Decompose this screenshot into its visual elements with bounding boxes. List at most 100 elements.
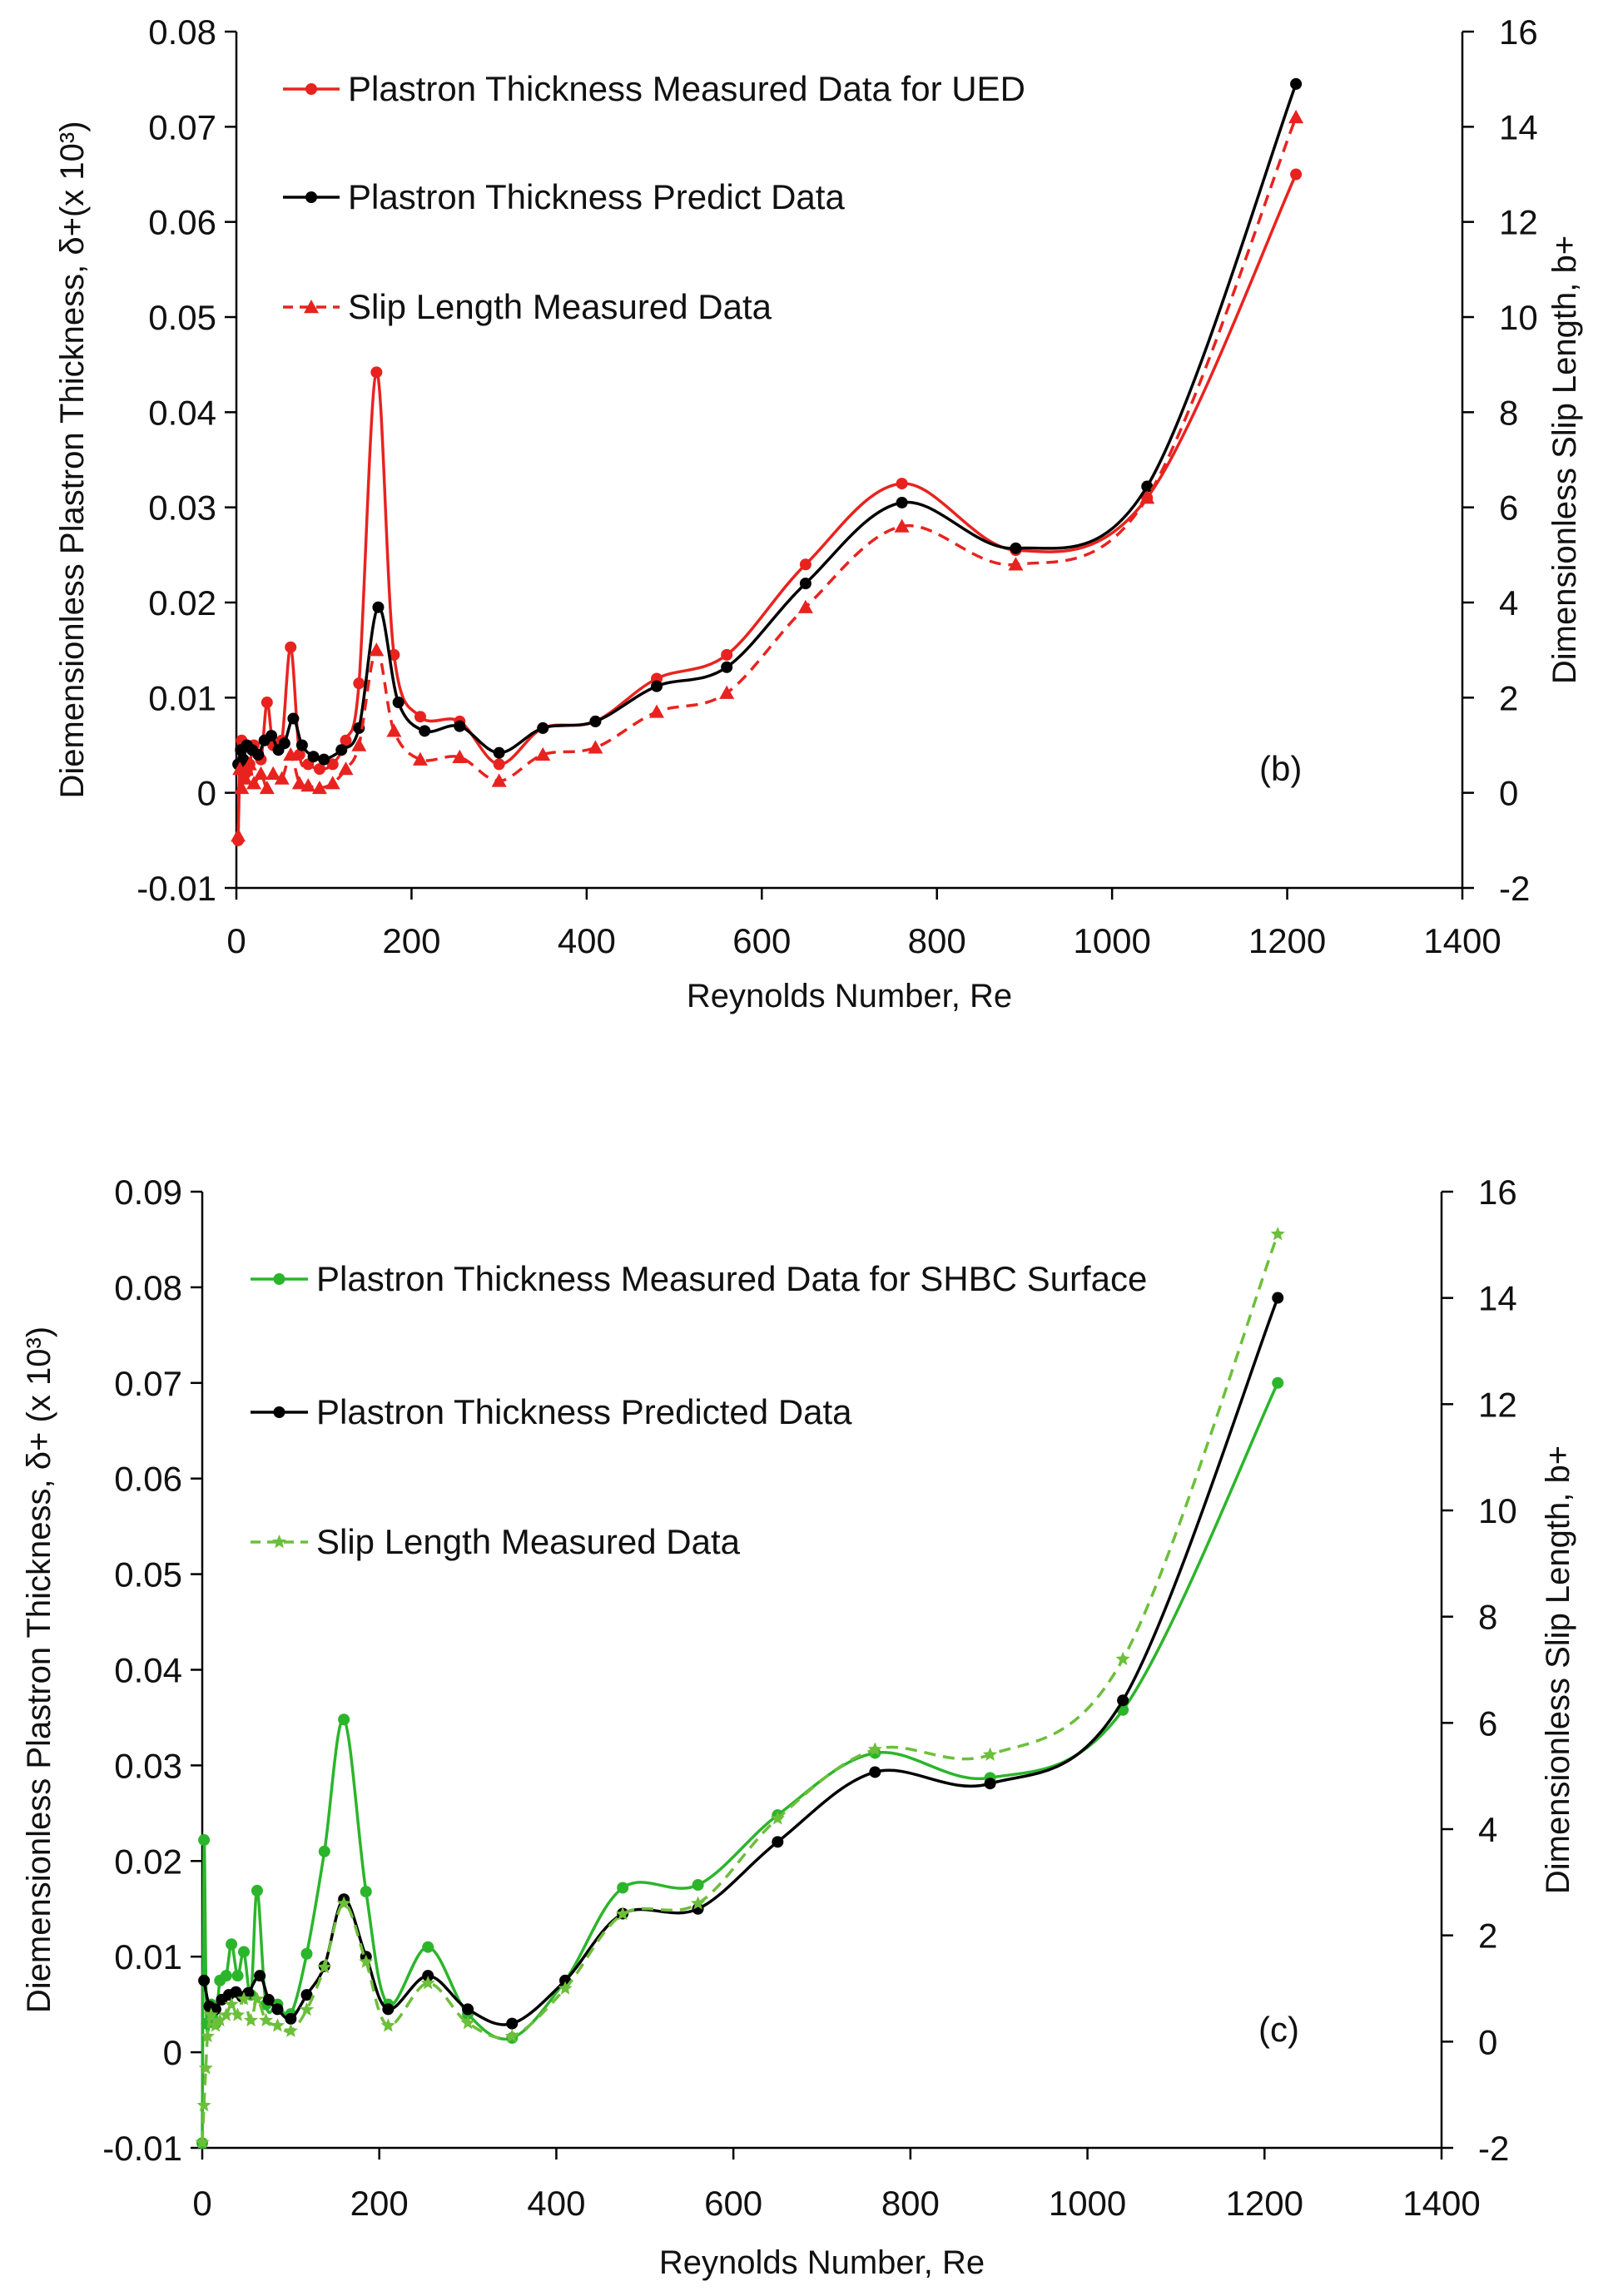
data-point [198, 2060, 213, 2075]
y-axis-right-title: Dimensionless Slip Length, b+ [1546, 236, 1583, 684]
panel-label: (b) [1259, 749, 1302, 788]
data-point [224, 1996, 239, 2011]
data-point [896, 478, 908, 490]
data-point [291, 776, 307, 790]
y-right-tick-label: 12 [1478, 1385, 1517, 1424]
data-point [454, 720, 466, 732]
data-point [359, 1954, 374, 1968]
data-point [237, 771, 253, 785]
data-point [651, 680, 663, 692]
series-line [236, 117, 1298, 836]
y-left-tick-label: 0.02 [114, 1842, 182, 1881]
x-tick-label: 0 [192, 2184, 211, 2223]
legend-label: Slip Length Measured Data [316, 1522, 741, 1561]
data-point [506, 2017, 519, 2030]
data-point [236, 1991, 251, 2006]
data-point [617, 1882, 629, 1894]
data-point [869, 1766, 881, 1778]
data-point [649, 704, 665, 718]
data-point [300, 778, 316, 792]
chart-c: 0 200 400 600 800 1000 1200 1400 -0.01 0 0.01 0.02 0… [21, 1173, 1576, 2281]
x-tick-label: 1400 [1402, 2184, 1480, 2223]
data-point [335, 744, 348, 756]
series-0 [196, 1376, 1284, 2150]
data-point [198, 1834, 211, 1847]
data-point [226, 1938, 238, 1951]
data-point [797, 599, 813, 613]
data-point [336, 1896, 351, 1910]
data-point [370, 366, 383, 379]
data-point [253, 766, 269, 780]
data-point [369, 642, 385, 657]
y-right-tick-label: 2 [1478, 1917, 1497, 1956]
y-left-tick-label: 0 [163, 2033, 182, 2072]
data-point [382, 2003, 395, 2016]
x-tick-label: 1200 [1248, 921, 1326, 960]
y-left-tick-label: 0.07 [114, 1364, 182, 1403]
x-tick-label: 1000 [1049, 2184, 1126, 2223]
data-point [420, 1976, 435, 1990]
data-point [353, 677, 365, 690]
data-point [799, 558, 811, 571]
y-left-tick-label: 0.02 [148, 583, 216, 622]
y-right-tick-label: 14 [1478, 1279, 1517, 1318]
x-tick-label: 600 [704, 2184, 762, 2223]
data-point [1115, 1651, 1130, 1665]
data-point [241, 756, 257, 771]
y-right-tick-label: 14 [1499, 107, 1538, 146]
data-point [537, 722, 549, 734]
data-point [295, 739, 308, 751]
data-point [307, 751, 320, 763]
data-point [692, 1879, 704, 1892]
data-point [212, 2012, 227, 2027]
x-axis-title: Reynolds Number, Re [687, 978, 1012, 1014]
data-point [380, 2018, 395, 2032]
y-left-tick-label: 0.08 [114, 1268, 182, 1307]
x-tick-label: 1000 [1073, 921, 1150, 960]
data-point [1008, 557, 1024, 571]
data-point [462, 2003, 474, 2016]
data-point [261, 697, 273, 709]
y-left-tick-label: 0.05 [148, 298, 216, 337]
data-point [983, 1747, 998, 1761]
x-tick-label: 800 [881, 2184, 940, 2223]
chart-b: 0 200 400 600 800 1000 1200 1400 -0.01 0 0.01 0.02 0… [54, 12, 1583, 1014]
y-right-tick-label: 16 [1499, 12, 1538, 52]
y-left-tick-label: -0.01 [136, 869, 216, 908]
data-point [285, 641, 297, 653]
legend-marker [273, 1273, 285, 1285]
data-point [271, 2003, 284, 2016]
data-point [251, 1884, 263, 1897]
y-left-tick-label: 0.09 [114, 1173, 182, 1212]
y-right-tick-label: 10 [1499, 298, 1538, 337]
data-point [198, 1974, 211, 1986]
data-point [419, 725, 431, 737]
data-point [894, 518, 910, 533]
y-left-tick-label: 0.07 [148, 107, 216, 146]
x-tick-label: 0 [226, 921, 246, 960]
data-point [351, 737, 367, 751]
y-left-tick-label: 0 [197, 774, 216, 813]
series-2 [231, 109, 1304, 842]
data-point [799, 578, 811, 590]
data-point [317, 1960, 332, 1974]
y-left-tick-label: 0.06 [114, 1460, 182, 1499]
data-point [318, 1845, 330, 1857]
data-point [259, 780, 275, 795]
data-point [1010, 542, 1022, 554]
data-point [1141, 480, 1154, 493]
y-left-tick-label: 0.01 [114, 1937, 182, 1976]
y-left-tick-label: 0.03 [114, 1746, 182, 1785]
data-point [721, 661, 733, 673]
series-1 [198, 1292, 1284, 2030]
data-point [234, 780, 250, 795]
data-point [231, 828, 246, 842]
data-point [262, 1993, 275, 2006]
y-right-tick-label: -2 [1478, 2129, 1509, 2168]
data-point [237, 1946, 250, 1958]
data-point [1288, 109, 1304, 124]
data-point [300, 1989, 313, 2001]
series-0 [232, 168, 1303, 846]
data-point [325, 776, 340, 790]
